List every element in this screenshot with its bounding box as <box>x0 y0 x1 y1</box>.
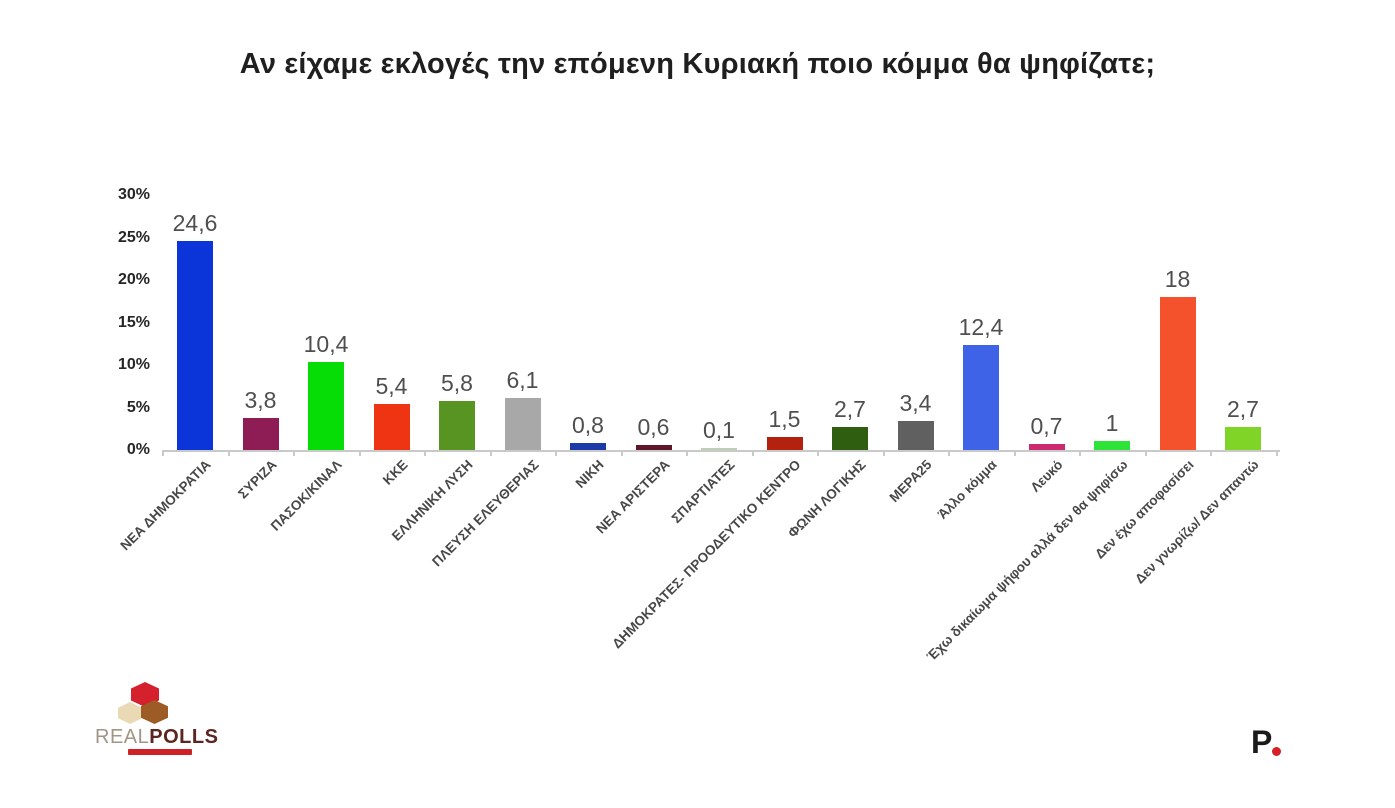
bar-value-label: 24,6 <box>172 210 218 236</box>
x-axis-category-label: ΣΠΑΡΤΙΑΤΕΣ <box>668 457 738 527</box>
bar-value-label: 1 <box>1105 410 1119 436</box>
y-axis-tick-label: 15% <box>117 313 150 331</box>
y-axis-tick-label: 20% <box>117 271 150 288</box>
axis-tick <box>686 450 689 456</box>
y-axis-tick-label: 0% <box>126 441 150 458</box>
axis-tick <box>882 450 885 456</box>
bar-value-label: 0,8 <box>572 412 604 438</box>
axis-tick <box>620 450 623 456</box>
chart-title: Αν είχαμε εκλογές την επόμενη Κυριακή πο… <box>239 48 1156 80</box>
bar <box>1028 444 1065 450</box>
bar-value-label: 2,7 <box>1227 396 1259 422</box>
y-axis-tick-label: 10% <box>117 356 150 373</box>
bar-value-label: 3,4 <box>899 390 932 416</box>
publisher-logo-letter: P <box>1251 724 1273 760</box>
realpolls-logo: REALPOLLS <box>95 668 265 763</box>
bar-value-label: 10,4 <box>303 331 349 357</box>
bar-value-label: 0,6 <box>637 414 670 440</box>
bar <box>308 362 344 450</box>
x-axis-category-label: ΝΕΑ ΑΡΙΣΤΕΡΑ <box>592 457 673 537</box>
axis-tick <box>1275 450 1278 456</box>
axis-tick <box>424 450 427 456</box>
bar-value-label: 0,1 <box>703 417 735 443</box>
axis-tick <box>751 450 754 456</box>
publisher-logo: P <box>1251 726 1311 766</box>
realpolls-wordmark-polls: POLLS <box>149 726 219 748</box>
bar-value-label: 0,7 <box>1030 413 1063 439</box>
bar <box>897 421 934 450</box>
realpolls-wordmark-real: REAL <box>95 726 150 748</box>
x-axis-category-label: Δεν έχω αποφασίσει <box>1091 457 1197 562</box>
x-axis-category-label: ΝΙΚΗ <box>572 457 607 491</box>
axis-tick <box>293 450 296 456</box>
bar-value-label: 3,8 <box>244 387 277 413</box>
realpolls-wordmark: REALPOLLS <box>95 726 218 749</box>
realpolls-tagline-strip <box>128 749 192 755</box>
bar-value-label: 18 <box>1164 266 1191 292</box>
bar-value-label: 5,8 <box>441 370 473 396</box>
realpolls-cube-beige-icon <box>118 702 142 724</box>
y-axis-tick-label: 5% <box>126 398 150 416</box>
bar <box>701 448 737 450</box>
axis-tick <box>162 450 165 456</box>
axis-tick <box>358 450 361 456</box>
bar-value-label: 12,4 <box>958 314 1004 340</box>
axis-tick <box>1079 450 1082 456</box>
bar <box>177 241 213 450</box>
bar <box>242 418 279 450</box>
x-axis-category-label: Άλλο κόμμα <box>934 457 1000 522</box>
x-axis-category-label: ΔΗΜΟΚΡΑΤΕΣ- ΠΡΟΟΔΕΥΤΙΚΟ ΚΕΝΤΡΟ <box>608 457 804 652</box>
bar-value-label: 2,7 <box>834 396 866 422</box>
axis-tick <box>817 450 820 456</box>
bar <box>1225 427 1261 450</box>
bar <box>766 437 803 450</box>
x-axis-line <box>162 450 1280 452</box>
axis-tick <box>227 450 230 456</box>
bar <box>635 445 672 450</box>
bar <box>373 404 410 450</box>
bar-value-label: 1,5 <box>768 406 801 432</box>
x-axis-category-label: ΦΩΝΗ ΛΟΓΙΚΗΣ <box>784 457 869 541</box>
bar <box>504 398 541 450</box>
axis-tick <box>1144 450 1147 456</box>
x-axis-category-label: Δεν γνωρίζω/ Δεν απαντώ <box>1132 457 1262 587</box>
axis-tick <box>948 450 951 456</box>
bar-value-label: 5,4 <box>375 373 408 399</box>
axis-tick <box>555 450 558 456</box>
x-axis-category-label: ΠΛΕΥΣΗ ΕΛΕΥΘΕΡΙΑΣ <box>428 457 542 570</box>
bar <box>1094 441 1130 450</box>
bar <box>439 401 475 450</box>
bar <box>570 443 606 450</box>
axis-tick <box>1210 450 1213 456</box>
bar <box>832 427 868 450</box>
axis-tick <box>489 450 492 456</box>
x-axis-category-label: ΜΕΡΑ25 <box>886 457 935 506</box>
x-axis-category-label: Λευκό <box>1027 457 1066 495</box>
axis-tick <box>1013 450 1016 456</box>
y-axis-tick-label: 30% <box>117 186 150 203</box>
x-axis-category-label: Έχω δικαίωμα ψήφου αλλά δεν θα ψηφίσω <box>923 457 1131 664</box>
bar-value-label: 6,1 <box>506 367 539 393</box>
publisher-logo-red-dot-icon <box>1272 747 1281 756</box>
bar <box>1159 297 1196 450</box>
y-axis-tick-label: 25% <box>117 228 150 246</box>
bar <box>963 345 999 450</box>
